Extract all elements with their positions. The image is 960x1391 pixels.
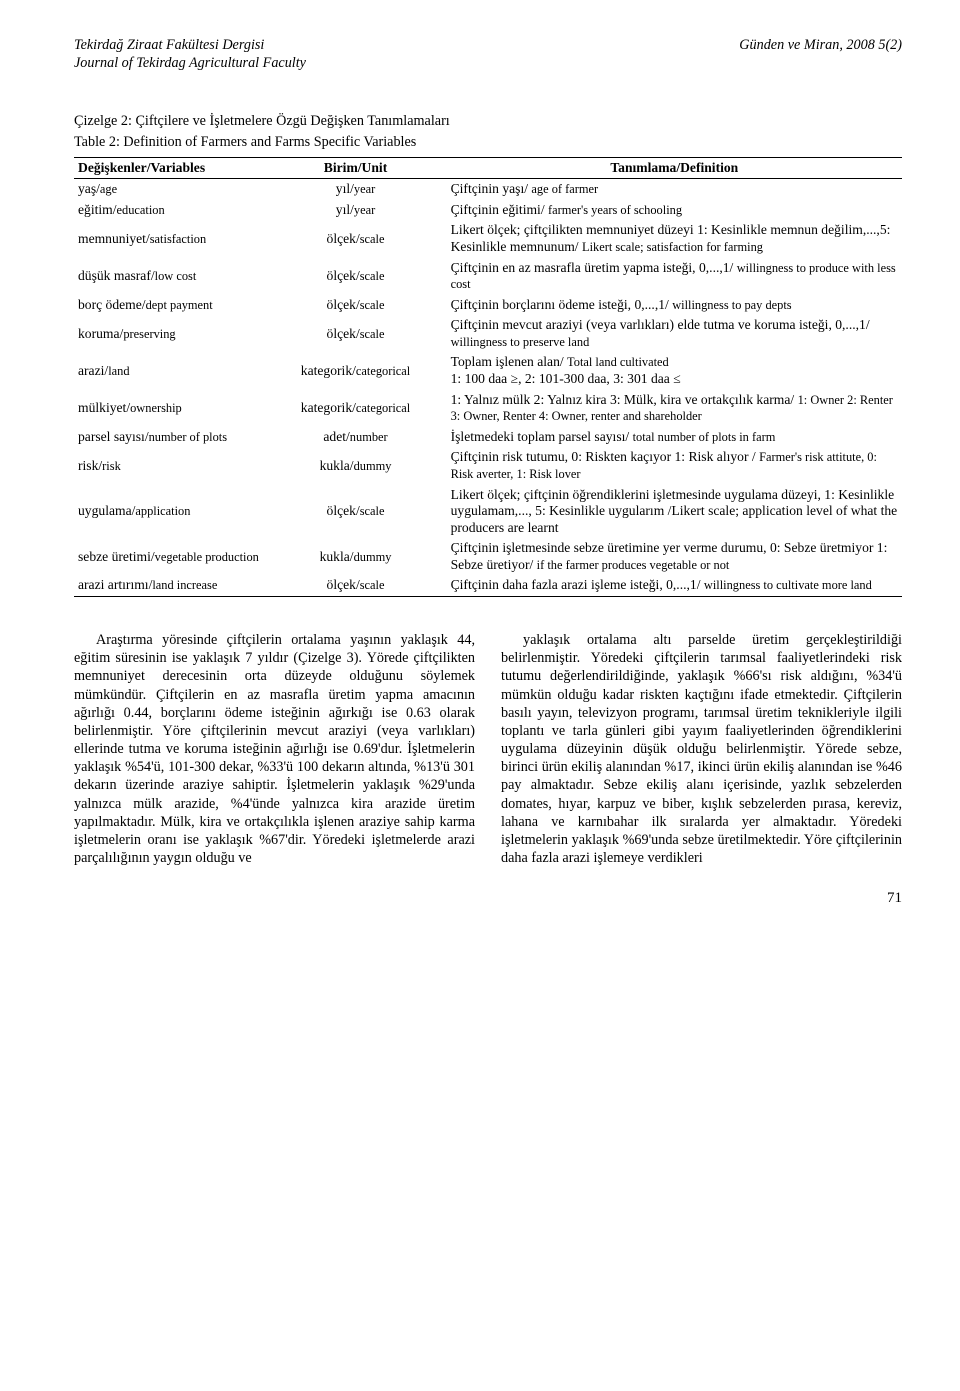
cell-def: Toplam işlenen alan/ Total land cultivat… bbox=[447, 352, 902, 389]
cell-unit: kukla/dummy bbox=[264, 447, 446, 484]
cell-def: Çiftçinin yaşı/ age of farmer bbox=[447, 179, 902, 200]
cell-var: mülkiyet/ownership bbox=[74, 390, 264, 427]
body-right-para: yaklaşık ortalama altı parselde üretim g… bbox=[501, 631, 902, 867]
table-caption-tr: Çizelge 2: Çiftçilere ve İşletmelere Özg… bbox=[74, 112, 902, 130]
table-row: risk/riskkukla/dummyÇiftçinin risk tutum… bbox=[74, 447, 902, 484]
cell-def: Çiftçinin mevcut araziyi (veya varlıklar… bbox=[447, 315, 902, 352]
table-row: koruma/preservingölçek/scaleÇiftçinin me… bbox=[74, 315, 902, 352]
cell-unit: kategorik/categorical bbox=[264, 390, 446, 427]
cell-unit: ölçek/scale bbox=[264, 258, 446, 295]
cell-var: eğitim/education bbox=[74, 200, 264, 221]
cell-var: arazi artırımı/land increase bbox=[74, 575, 264, 596]
table-row: uygulama/applicationölçek/scaleLikert öl… bbox=[74, 485, 902, 539]
cell-var: parsel sayısı/number of plots bbox=[74, 427, 264, 448]
cell-def: Çiftçinin borçlarını ödeme isteği, 0,...… bbox=[447, 295, 902, 316]
table-row: arazi/landkategorik/categoricalToplam iş… bbox=[74, 352, 902, 389]
cell-def: Likert ölçek; çiftçinin öğrendiklerini i… bbox=[447, 485, 902, 539]
cell-unit: ölçek/scale bbox=[264, 575, 446, 596]
table-row: eğitim/educationyıl/yearÇiftçinin eğitim… bbox=[74, 200, 902, 221]
col-head-var: Değişkenler/Variables bbox=[74, 157, 264, 179]
table-row: düşük masraf/low costölçek/scaleÇiftçini… bbox=[74, 258, 902, 295]
cell-def: Çiftçinin daha fazla arazi işleme isteği… bbox=[447, 575, 902, 596]
cell-def: Likert ölçek; çiftçilikten memnuniyet dü… bbox=[447, 220, 902, 257]
cell-unit: ölçek/scale bbox=[264, 220, 446, 257]
cell-unit: yıl/year bbox=[264, 179, 446, 200]
header-left: Tekirdağ Ziraat Fakültesi Dergisi Journa… bbox=[74, 36, 306, 72]
cell-def: Çiftçinin eğitimi/ farmer's years of sch… bbox=[447, 200, 902, 221]
running-header: Tekirdağ Ziraat Fakültesi Dergisi Journa… bbox=[74, 36, 902, 72]
body-left-para: Araştırma yöresinde çiftçilerin ortalama… bbox=[74, 631, 475, 867]
citation: Günden ve Miran, 2008 5(2) bbox=[739, 36, 902, 54]
cell-var: yaş/age bbox=[74, 179, 264, 200]
cell-def: Çiftçinin en az masrafla üretim yapma is… bbox=[447, 258, 902, 295]
header-right: Günden ve Miran, 2008 5(2) bbox=[739, 36, 902, 72]
variables-table: Değişkenler/Variables Birim/Unit Tanımla… bbox=[74, 157, 902, 597]
cell-var: koruma/preserving bbox=[74, 315, 264, 352]
table-row: parsel sayısı/number of plotsadet/number… bbox=[74, 427, 902, 448]
cell-var: sebze üretimi/vegetable production bbox=[74, 538, 264, 575]
page-number: 71 bbox=[74, 889, 902, 908]
cell-var: borç ödeme/dept payment bbox=[74, 295, 264, 316]
cell-def: Çiftçinin risk tutumu, 0: Riskten kaçıyo… bbox=[447, 447, 902, 484]
table-header-row: Değişkenler/Variables Birim/Unit Tanımla… bbox=[74, 157, 902, 179]
cell-unit: kukla/dummy bbox=[264, 538, 446, 575]
table-row: sebze üretimi/vegetable productionkukla/… bbox=[74, 538, 902, 575]
cell-def: Çiftçinin işletmesinde sebze üretimine y… bbox=[447, 538, 902, 575]
table-row: yaş/ageyıl/yearÇiftçinin yaşı/ age of fa… bbox=[74, 179, 902, 200]
body-text: Araştırma yöresinde çiftçilerin ortalama… bbox=[74, 631, 902, 867]
table-row: borç ödeme/dept paymentölçek/scaleÇiftçi… bbox=[74, 295, 902, 316]
table-caption-en: Table 2: Definition of Farmers and Farms… bbox=[74, 133, 902, 151]
col-head-unit: Birim/Unit bbox=[264, 157, 446, 179]
cell-unit: adet/number bbox=[264, 427, 446, 448]
cell-unit: ölçek/scale bbox=[264, 485, 446, 539]
cell-var: arazi/land bbox=[74, 352, 264, 389]
body-right-column: yaklaşık ortalama altı parselde üretim g… bbox=[501, 631, 902, 867]
table-row: memnuniyet/satisfactionölçek/scaleLikert… bbox=[74, 220, 902, 257]
cell-var: memnuniyet/satisfaction bbox=[74, 220, 264, 257]
col-head-def: Tanımlama/Definition bbox=[447, 157, 902, 179]
cell-var: uygulama/application bbox=[74, 485, 264, 539]
cell-unit: ölçek/scale bbox=[264, 295, 446, 316]
table-row: arazi artırımı/land increaseölçek/scaleÇ… bbox=[74, 575, 902, 596]
cell-unit: ölçek/scale bbox=[264, 315, 446, 352]
cell-unit: yıl/year bbox=[264, 200, 446, 221]
cell-var: risk/risk bbox=[74, 447, 264, 484]
body-left-column: Araştırma yöresinde çiftçilerin ortalama… bbox=[74, 631, 475, 867]
cell-unit: kategorik/categorical bbox=[264, 352, 446, 389]
journal-title-tr: Tekirdağ Ziraat Fakültesi Dergisi bbox=[74, 36, 306, 54]
table-row: mülkiyet/ownershipkategorik/categorical1… bbox=[74, 390, 902, 427]
cell-def: 1: Yalnız mülk 2: Yalnız kira 3: Mülk, k… bbox=[447, 390, 902, 427]
cell-var: düşük masraf/low cost bbox=[74, 258, 264, 295]
cell-def: İşletmedeki toplam parsel sayısı/ total … bbox=[447, 427, 902, 448]
journal-title-en: Journal of Tekirdag Agricultural Faculty bbox=[74, 54, 306, 72]
